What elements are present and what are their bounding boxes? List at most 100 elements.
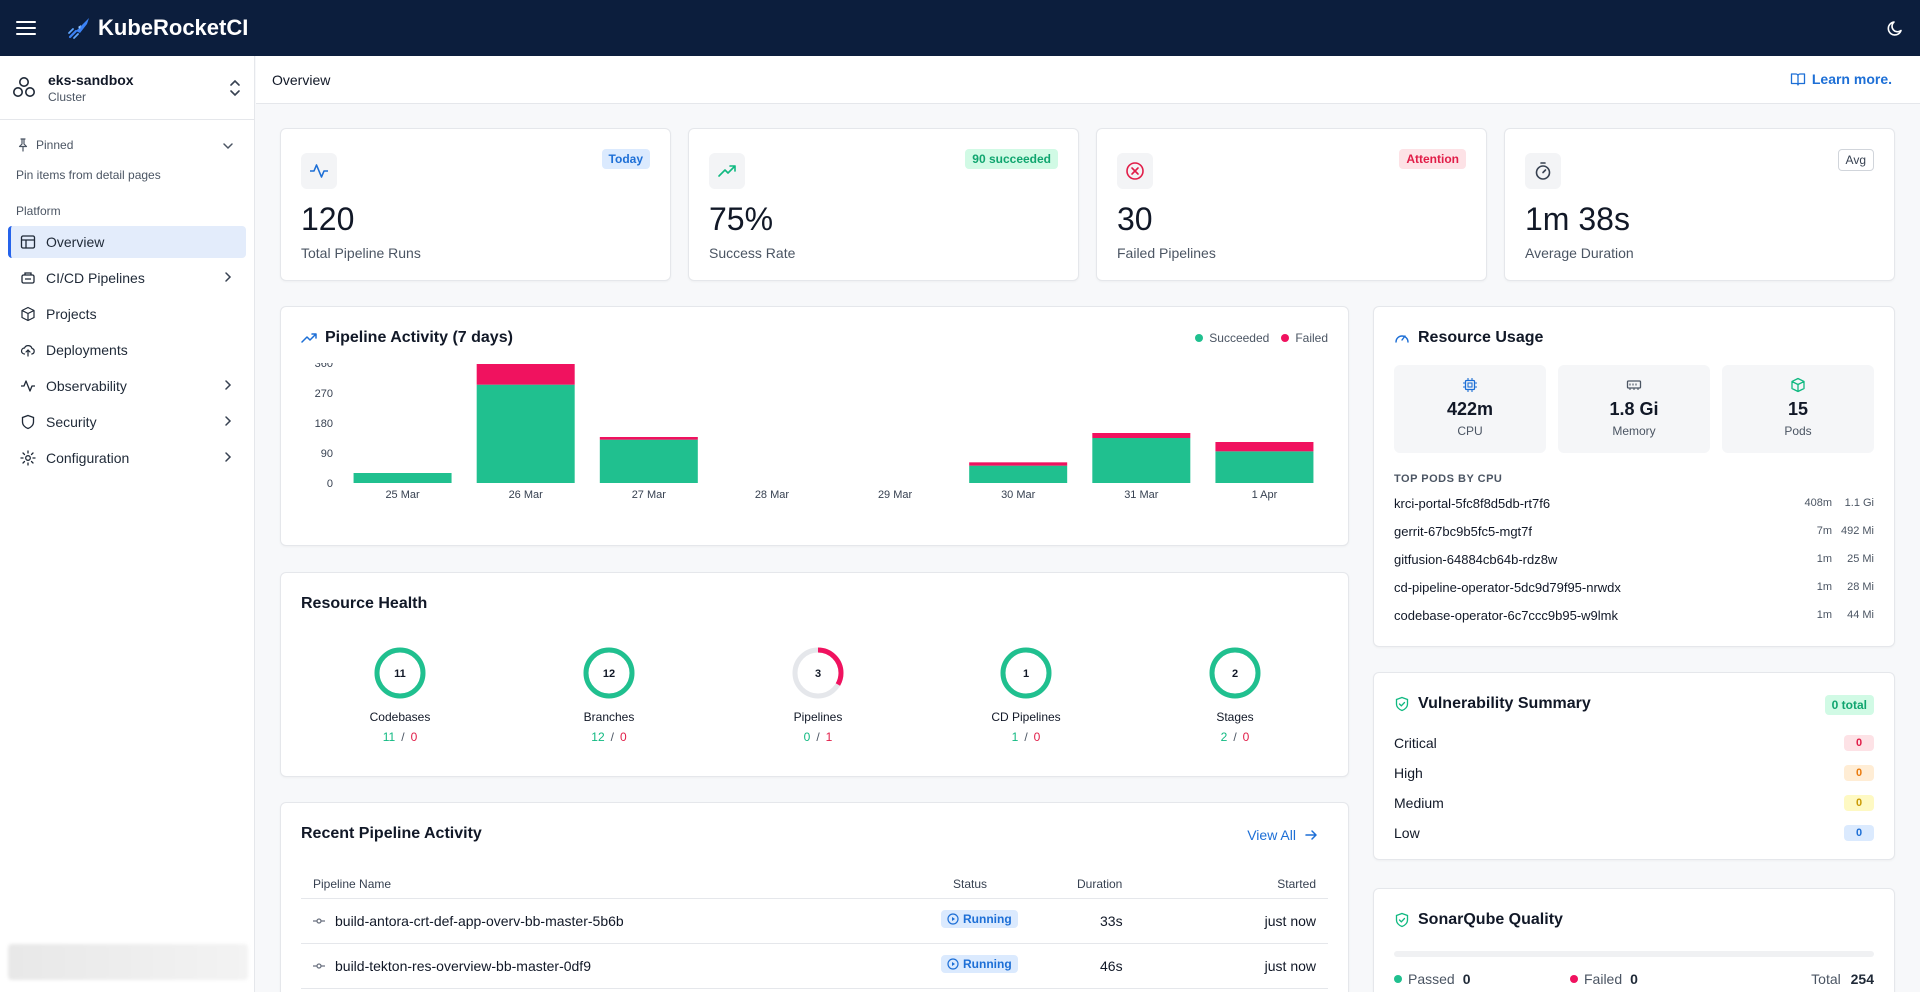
health-ring: 11: [374, 647, 426, 699]
theme-toggle-icon[interactable]: [1886, 18, 1906, 38]
memory-tile: 1.8 Gi Memory: [1558, 365, 1710, 453]
resource-usage-card: Resource Usage 422m CPU 1.8 Gi Memory 15…: [1373, 306, 1895, 647]
pod-name: cd-pipeline-operator-5dc9d79f95-nrwdx: [1394, 580, 1621, 595]
severity-count: 0: [1844, 795, 1874, 811]
ring-value: 1: [1023, 668, 1029, 680]
trending-up-icon: [301, 333, 317, 343]
bar-succeeded[interactable]: [1092, 438, 1191, 483]
sidebar-item-configuration[interactable]: Configuration: [8, 442, 246, 474]
legend-failed: Failed: [1281, 331, 1328, 345]
failed-count: 0: [1033, 730, 1041, 744]
activity-icon: [21, 380, 35, 392]
severity-count: 0: [1844, 765, 1874, 781]
pod-memory: 492 Mi: [1840, 525, 1874, 537]
sidebar-item-deployments[interactable]: Deployments: [8, 334, 246, 366]
user-menu[interactable]: [8, 944, 248, 980]
duration-cell: 33s: [1100, 913, 1123, 929]
sonarqube-heading: SonarQube Quality: [1394, 911, 1563, 929]
pod-memory: 28 Mi: [1847, 581, 1874, 593]
pipeline-activity-chart: 0 90 180 270 360 25 Mar 26 Mar 27 Mar 28 Mar 29 M…: [315, 363, 1314, 501]
y-tick-label: 90: [321, 448, 333, 460]
severity-label: Medium: [1394, 795, 1444, 811]
sidebar-item-label: Projects: [46, 306, 97, 322]
vulnerability-row-medium: Medium 0: [1394, 795, 1874, 815]
page-header: Overview Learn more.: [256, 56, 1920, 104]
table-header: Pipeline Name Status Duration Started: [301, 871, 1328, 899]
status-label: Running: [963, 912, 1012, 926]
bar-succeeded[interactable]: [969, 465, 1068, 483]
memory-value: 1.8 Gi: [1609, 399, 1659, 419]
severity-count: 0: [1844, 735, 1874, 751]
sidebar-item-security[interactable]: Security: [8, 406, 246, 438]
failed-label: Failed: [1584, 971, 1623, 987]
x-tick-label: 25 Mar: [385, 489, 420, 501]
learn-more-link[interactable]: Learn more.: [1790, 71, 1892, 87]
total-count: 254: [1850, 971, 1874, 987]
health-label: Stages: [1216, 710, 1254, 724]
pinned-label: Pinned: [36, 138, 74, 152]
pod-cpu: 408m: [1804, 497, 1832, 509]
stat-badge: 90 succeeded: [965, 149, 1058, 169]
sidebar-item-observability[interactable]: Observability: [8, 370, 246, 402]
health-counts: 12 / 0: [544, 730, 674, 744]
health-item-pipelines[interactable]: 3 Pipelines 0 / 1: [753, 645, 883, 744]
bar-failed[interactable]: [969, 462, 1068, 466]
bar-failed[interactable]: [476, 364, 575, 385]
pod-memory: 44 Mi: [1847, 609, 1874, 621]
trending-up-icon: [709, 153, 745, 189]
x-tick-label: 26 Mar: [509, 489, 544, 501]
table-row[interactable]: build-tekton-res-overview-bb-master-0df9…: [301, 944, 1328, 989]
cluster-switcher[interactable]: eks-sandbox Cluster: [0, 56, 254, 120]
pod-name: gitfusion-64884cb64b-rdz8w: [1394, 552, 1558, 567]
y-tick-label: 270: [315, 388, 333, 400]
view-all-label: View All: [1247, 827, 1296, 843]
menu-icon[interactable]: [16, 21, 36, 35]
chevron-right-icon: [225, 380, 232, 390]
ok-count: 2: [1220, 730, 1228, 744]
ring-ok-arc: [374, 647, 426, 699]
health-ring: 3: [792, 647, 844, 699]
resource-health-title: Resource Health: [301, 595, 428, 612]
stat-card-failed: Attention 30 Failed Pipelines: [1096, 128, 1487, 281]
pods-tile: 15 Pods: [1722, 365, 1874, 453]
ok-count: 0: [803, 730, 811, 744]
app-logo[interactable]: KubeRocketCI: [66, 15, 248, 41]
sidebar-item-overview[interactable]: Overview: [8, 226, 246, 258]
pinned-toggle[interactable]: Pinned: [0, 138, 254, 152]
bar-succeeded[interactable]: [476, 384, 575, 483]
top-pods-header: TOP PODS BY CPU: [1394, 473, 1503, 485]
chevron-down-icon: [223, 143, 233, 150]
legend-label: Succeeded: [1209, 331, 1270, 345]
timer-icon: [1525, 153, 1561, 189]
bar-failed[interactable]: [1215, 442, 1314, 452]
pipeline-activity-heading: Pipeline Activity (7 days): [301, 329, 513, 347]
view-all-link[interactable]: View All: [1247, 827, 1318, 843]
bar-succeeded[interactable]: [599, 439, 698, 483]
severity-label: Critical: [1394, 735, 1437, 751]
stat-label: Success Rate: [709, 245, 796, 261]
bar-failed[interactable]: [1092, 433, 1191, 438]
sidebar-item-cicd-pipelines[interactable]: CI/CD Pipelines: [8, 262, 246, 294]
chevron-right-icon: [225, 452, 232, 462]
play-circle-icon: [947, 958, 959, 970]
health-item-cd-pipelines[interactable]: 1 CD Pipelines 1 / 0: [961, 645, 1091, 744]
health-item-codebases[interactable]: 11 Codebases 11 / 0: [335, 645, 465, 744]
pipeline-name[interactable]: build-tekton-res-overview-bb-master-0df9: [335, 958, 591, 974]
bar-succeeded[interactable]: [1215, 451, 1314, 483]
x-tick-label: 29 Mar: [878, 489, 913, 501]
severity-label: High: [1394, 765, 1423, 781]
ring-ok-arc: [583, 647, 635, 699]
health-item-stages[interactable]: 2 Stages 2 / 0: [1170, 645, 1300, 744]
resource-usage-title: Resource Usage: [1418, 329, 1544, 346]
vulnerability-row-high: High 0: [1394, 765, 1874, 785]
health-item-branches[interactable]: 12 Branches 12 / 0: [544, 645, 674, 744]
memory-icon: [1626, 380, 1642, 390]
bar-succeeded[interactable]: [353, 473, 452, 483]
vulnerability-title: Vulnerability Summary: [1418, 695, 1591, 712]
sidebar-item-projects[interactable]: Projects: [8, 298, 246, 330]
pod-row: cd-pipeline-operator-5dc9d79f95-nrwdx 1m 2…: [1394, 580, 1874, 600]
sonarqube-card: SonarQube Quality Passed 0 Failed 0 Tota…: [1373, 888, 1895, 992]
pipeline-name[interactable]: build-antora-crt-def-app-overv-bb-master…: [335, 913, 624, 929]
table-row[interactable]: build-antora-crt-def-app-overv-bb-master…: [301, 899, 1328, 944]
bar-failed[interactable]: [599, 437, 698, 440]
